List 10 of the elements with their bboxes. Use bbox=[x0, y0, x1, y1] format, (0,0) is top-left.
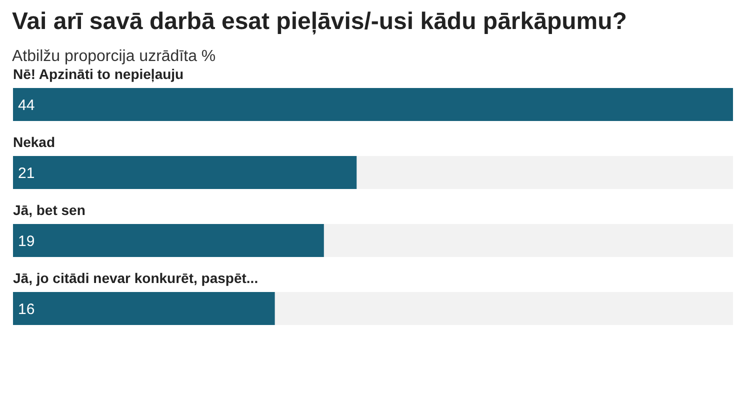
data-label: 16 bbox=[18, 300, 35, 318]
y-tick-label: Jā, bet sen bbox=[13, 202, 86, 218]
y-tick-label: Jā, jo citādi nevar konkurēt, paspēt... bbox=[13, 270, 258, 286]
y-tick-label: Nē! Apzināti to nepieļauju bbox=[13, 66, 184, 83]
text: Atbilžu proporcija uzrādīta % bbox=[12, 48, 217, 66]
y-tick-label: Nekad bbox=[13, 134, 56, 150]
data-label: 19 bbox=[18, 232, 35, 250]
data-label: 44 bbox=[18, 96, 35, 114]
data-label: 21 bbox=[18, 164, 35, 182]
chart-title: Vai arī savā darbā esat pieļāvis/-usi kādu pārkāpumu? bbox=[12, 8, 628, 36]
